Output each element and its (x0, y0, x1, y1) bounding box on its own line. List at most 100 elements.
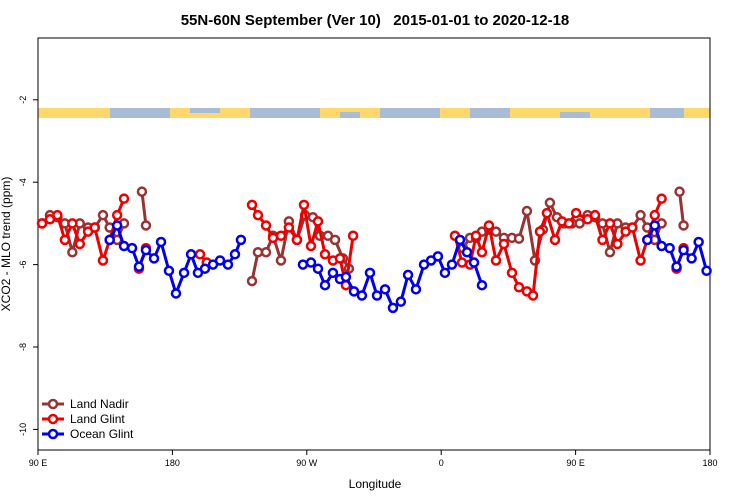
x-tick-label: 180 (165, 458, 180, 468)
point (178, 267, 190, 279)
point (379, 284, 391, 295)
legend-marker (47, 413, 59, 425)
point (194, 249, 206, 260)
point (456, 257, 468, 268)
point (570, 207, 582, 219)
point (67, 218, 78, 229)
point (140, 220, 152, 231)
point (563, 218, 575, 229)
point (111, 220, 123, 231)
point (490, 226, 502, 237)
point (635, 209, 646, 221)
point (340, 271, 352, 283)
point (476, 279, 488, 291)
point (678, 220, 689, 231)
point (252, 209, 264, 221)
point (527, 290, 539, 301)
y-tick-label: -8 (18, 343, 28, 351)
point (649, 220, 660, 231)
series-line (108, 223, 709, 310)
point (356, 290, 368, 301)
point (461, 246, 473, 258)
point (275, 255, 287, 266)
point (454, 234, 466, 246)
point (291, 234, 303, 246)
point (348, 286, 360, 297)
point (656, 240, 667, 252)
point (446, 259, 458, 270)
point (612, 238, 623, 250)
y-tick-label: -10 (18, 423, 28, 436)
point (549, 234, 561, 246)
point (347, 230, 359, 242)
point (513, 282, 525, 293)
point (371, 290, 383, 301)
y-tick-label: -6 (18, 261, 28, 269)
point (468, 257, 480, 268)
point (305, 240, 317, 252)
point (521, 205, 533, 217)
point (104, 234, 115, 246)
point (432, 251, 444, 262)
x-axis-label: Longitude (349, 477, 402, 491)
point (126, 242, 138, 254)
point (148, 253, 160, 264)
point (275, 230, 287, 242)
point (312, 263, 324, 274)
point (133, 261, 145, 272)
point (136, 186, 148, 197)
point (298, 199, 310, 211)
point (170, 288, 182, 299)
x-tick-label: 180 (702, 458, 717, 468)
point (664, 242, 675, 254)
point (305, 257, 317, 268)
point (297, 259, 309, 270)
y-tick-label: -2 (18, 96, 28, 104)
point (395, 296, 407, 307)
y-axis-label: XCO2 - MLO trend (ppm) (0, 177, 13, 312)
point (36, 218, 48, 229)
point (686, 253, 697, 264)
point (476, 246, 488, 258)
x-tick-label: 0 (439, 458, 444, 468)
chart-title: 55N-60N September (Ver 10) 2015-01-01 to… (181, 12, 570, 29)
y-tick-label: -4 (18, 178, 28, 186)
point (222, 259, 234, 270)
point (155, 236, 167, 248)
point (439, 267, 451, 279)
point (260, 246, 272, 258)
point (319, 249, 331, 260)
point (97, 209, 109, 221)
point (334, 253, 346, 264)
point (364, 267, 376, 279)
point (656, 193, 667, 204)
point (642, 234, 653, 246)
point (59, 234, 71, 246)
point (89, 222, 100, 233)
point (402, 269, 414, 281)
point (649, 209, 660, 221)
point (387, 302, 399, 314)
point (597, 234, 608, 246)
point (701, 265, 712, 277)
point (589, 209, 601, 221)
point (252, 246, 264, 258)
point (604, 218, 616, 229)
point (140, 244, 152, 256)
point (283, 222, 295, 233)
point (235, 234, 247, 246)
plot-frame (37, 37, 711, 451)
point (260, 220, 272, 231)
point (483, 220, 495, 231)
point (111, 209, 123, 221)
point (97, 255, 109, 266)
x-tick-label: 90 W (296, 458, 318, 468)
point (229, 249, 241, 260)
legend-marker (47, 398, 59, 410)
point (534, 226, 546, 237)
point (513, 233, 525, 244)
point (185, 249, 197, 260)
point (319, 279, 331, 291)
legend-label: Ocean Glint (70, 427, 134, 441)
legend-label: Land Glint (70, 412, 125, 426)
